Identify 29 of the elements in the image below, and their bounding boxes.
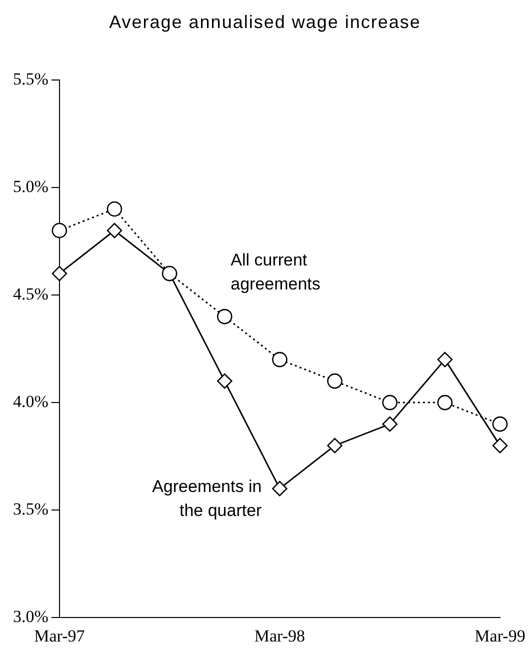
point xyxy=(327,373,342,389)
y-tick-label: 4.0% xyxy=(12,392,48,412)
chart-title: Average annualised wage increase xyxy=(108,12,422,33)
x-tick-label: Mar-99 xyxy=(474,626,526,646)
point xyxy=(437,394,453,410)
series-label: All current agreements xyxy=(230,250,320,294)
point xyxy=(106,201,122,217)
y-tick-label: 4.5% xyxy=(12,284,48,304)
point xyxy=(492,438,508,454)
point xyxy=(272,480,288,496)
point xyxy=(382,394,398,410)
point xyxy=(52,222,68,238)
point xyxy=(272,352,288,368)
point xyxy=(382,416,398,432)
point xyxy=(216,308,232,324)
series-label: Agreements in the quarter xyxy=(152,476,262,520)
y-tick-label: 3.0% xyxy=(12,607,48,626)
y-tick-label: 5.0% xyxy=(12,176,48,196)
y-tick-label: 3.5% xyxy=(12,500,48,519)
point xyxy=(216,373,232,389)
point xyxy=(162,266,178,282)
point xyxy=(327,438,342,454)
point xyxy=(437,352,453,368)
point xyxy=(106,222,122,238)
y-tick-label: 5.5% xyxy=(12,69,48,88)
x-tick-label: Mar-98 xyxy=(254,626,306,646)
x-tick-label: Mar-97 xyxy=(34,626,86,646)
point xyxy=(492,416,508,432)
point xyxy=(52,266,68,282)
